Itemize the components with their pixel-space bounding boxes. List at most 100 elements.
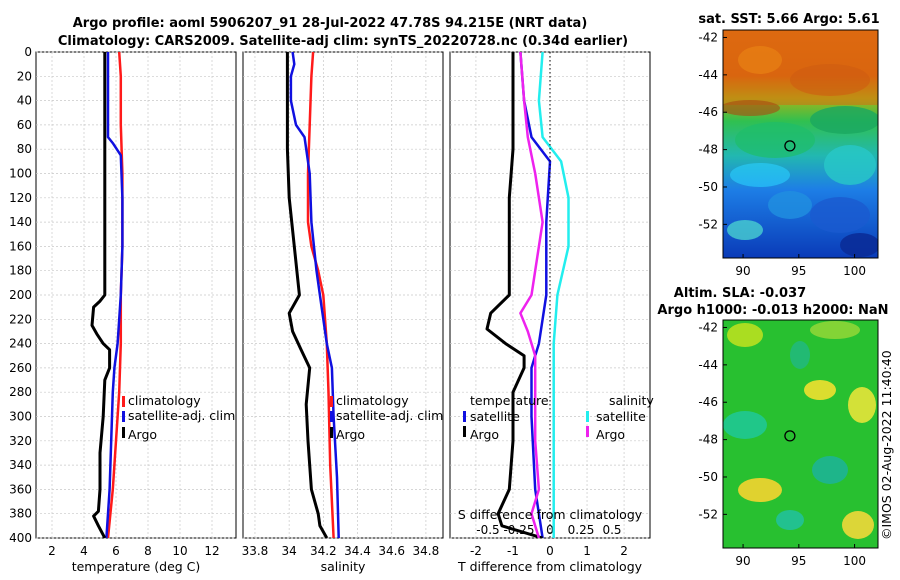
x-tick-label: 34 — [282, 544, 297, 558]
legend-swatch-s-satellite — [586, 411, 589, 422]
map-lat-tick-label: -44 — [698, 68, 718, 82]
x-tick-label: 6 — [112, 544, 120, 558]
legend-label-argo: Argo — [336, 427, 365, 442]
depth-tick-label: 280 — [9, 385, 32, 399]
imos-watermark: ©IMOS 02-Aug-2022 11:40:40 — [879, 350, 894, 540]
temperature-xlabel: temperature (deg C) — [72, 559, 201, 574]
series-line-s-argo — [519, 52, 544, 538]
legend-label-s-satellite: satellite — [596, 409, 646, 424]
figure-title-line1: Argo profile: aoml 5906207_91 28-Jul-202… — [73, 16, 588, 31]
depth-tick-label: 400 — [9, 531, 32, 545]
series-line-satellite-adj-clim — [105, 52, 124, 538]
sla-map-image — [723, 320, 878, 548]
depth-tick-label: 180 — [9, 264, 32, 278]
depth-tick-label: 320 — [9, 434, 32, 448]
series-line-argo — [90, 52, 112, 538]
s-diff-tick-label: -0.5 — [476, 523, 499, 537]
legend-swatch-climatology — [122, 396, 125, 407]
s-diff-tick-label: 0.25 — [568, 523, 595, 537]
sla-argo-location-marker — [784, 430, 796, 442]
legend-label-climatology: climatology — [128, 393, 201, 408]
legend-label-satellite: satellite-adj. clim — [128, 408, 235, 423]
map-lat-tick-label: -50 — [698, 470, 718, 484]
legend-title-temperature: temperature — [470, 393, 549, 408]
series-line-s-satellite — [537, 52, 570, 538]
sla-map-title-line2: Argo h1000: -0.013 h2000: NaN — [657, 303, 888, 318]
legend-label-climatology: climatology — [336, 393, 409, 408]
x-tick-label: 8 — [144, 544, 152, 558]
depth-tick-label: 100 — [9, 167, 32, 181]
x-tick-label: -1 — [507, 544, 519, 558]
legend-swatch-satellite — [122, 411, 125, 422]
x-tick-label: 33.8 — [242, 544, 269, 558]
legend-swatch-satellite — [330, 411, 333, 422]
map-lon-tick-label: 90 — [735, 554, 750, 568]
legend-swatch-argo — [122, 427, 125, 438]
map-lat-tick-label: -44 — [698, 358, 718, 372]
x-tick-label: 12 — [204, 544, 219, 558]
difference-legend: temperature salinity satellite Argo sate… — [463, 393, 654, 442]
x-tick-label: 4 — [80, 544, 88, 558]
sst-map-image — [723, 30, 878, 258]
depth-tick-label: 160 — [9, 239, 32, 253]
temperature-legend: climatology satellite-adj. clim Argo — [122, 393, 235, 442]
series-line-t-argo — [485, 52, 544, 538]
sst-map-title: sat. SST: 5.66 Argo: 5.61 — [698, 12, 879, 27]
legend-swatch-t-argo — [463, 426, 466, 437]
legend-label-s-argo: Argo — [596, 427, 625, 442]
legend-swatch-t-satellite — [463, 411, 466, 422]
x-tick-label: 10 — [172, 544, 187, 558]
profile-series — [90, 52, 570, 538]
series-line-satellite-adj-clim — [289, 52, 340, 538]
x-tick-label: 1 — [583, 544, 591, 558]
map-lon-tick-label: 100 — [843, 554, 866, 568]
map-lat-tick-label: -42 — [698, 30, 718, 44]
depth-tick-label: 300 — [9, 410, 32, 424]
legend-swatch-climatology — [330, 396, 333, 407]
depth-tick-label: 80 — [17, 142, 32, 156]
x-tick-label: 34.4 — [344, 544, 371, 558]
map-axis-ticks: 90 95 100 -42 -44 -46 -48 -50 -52 90 95 100 -42 -44 -4… — [698, 30, 866, 568]
x-tick-label: 2 — [48, 544, 56, 558]
depth-tick-label: 120 — [9, 191, 32, 205]
depth-tick-label: 60 — [17, 118, 32, 132]
x-tick-label: 2 — [620, 544, 628, 558]
legend-swatch-s-argo — [586, 426, 589, 437]
s-diff-tick-label: 0 — [546, 523, 554, 537]
s-diff-tick-label: 0.5 — [602, 523, 621, 537]
x-tick-label: -2 — [470, 544, 482, 558]
depth-tick-label: 240 — [9, 337, 32, 351]
x-tick-label: 34.2 — [310, 544, 337, 558]
map-lat-tick-label: -46 — [698, 395, 718, 409]
depth-tick-label: 200 — [9, 288, 32, 302]
map-lat-tick-label: -48 — [698, 433, 718, 447]
sla-map-title-line1: Altim. SLA: -0.037 — [674, 286, 806, 301]
series-line-t-satellite — [519, 52, 552, 538]
map-lon-tick-label: 95 — [791, 554, 806, 568]
map-lat-tick-label: -48 — [698, 143, 718, 157]
s-difference-xlabel: S difference from climatology — [458, 507, 643, 522]
map-lat-tick-label: -50 — [698, 180, 718, 194]
map-lat-tick-label: -42 — [698, 320, 718, 334]
depth-tick-label: 380 — [9, 507, 32, 521]
legend-title-salinity: salinity — [609, 393, 654, 408]
legend-label-t-argo: Argo — [470, 427, 499, 442]
x-tick-label: 0 — [546, 544, 554, 558]
map-lat-tick-label: -46 — [698, 105, 718, 119]
map-lon-tick-label: 95 — [791, 264, 806, 278]
legend-label-t-satellite: satellite — [470, 409, 520, 424]
x-tick-label: 34.8 — [413, 544, 440, 558]
sst-argo-location-marker — [784, 140, 796, 152]
map-lon-tick-label: 90 — [735, 264, 750, 278]
map-lon-tick-label: 100 — [843, 264, 866, 278]
map-lat-tick-label: -52 — [698, 217, 718, 231]
depth-tick-label: 220 — [9, 312, 32, 326]
series-line-argo — [285, 52, 329, 538]
legend-label-argo: Argo — [128, 427, 157, 442]
salinity-xlabel: salinity — [321, 559, 366, 574]
depth-tick-label: 40 — [17, 94, 32, 108]
salinity-legend: climatology satellite-adj. clim Argo — [330, 393, 443, 442]
legend-swatch-argo — [330, 427, 333, 438]
legend-label-satellite: satellite-adj. clim — [336, 408, 443, 423]
